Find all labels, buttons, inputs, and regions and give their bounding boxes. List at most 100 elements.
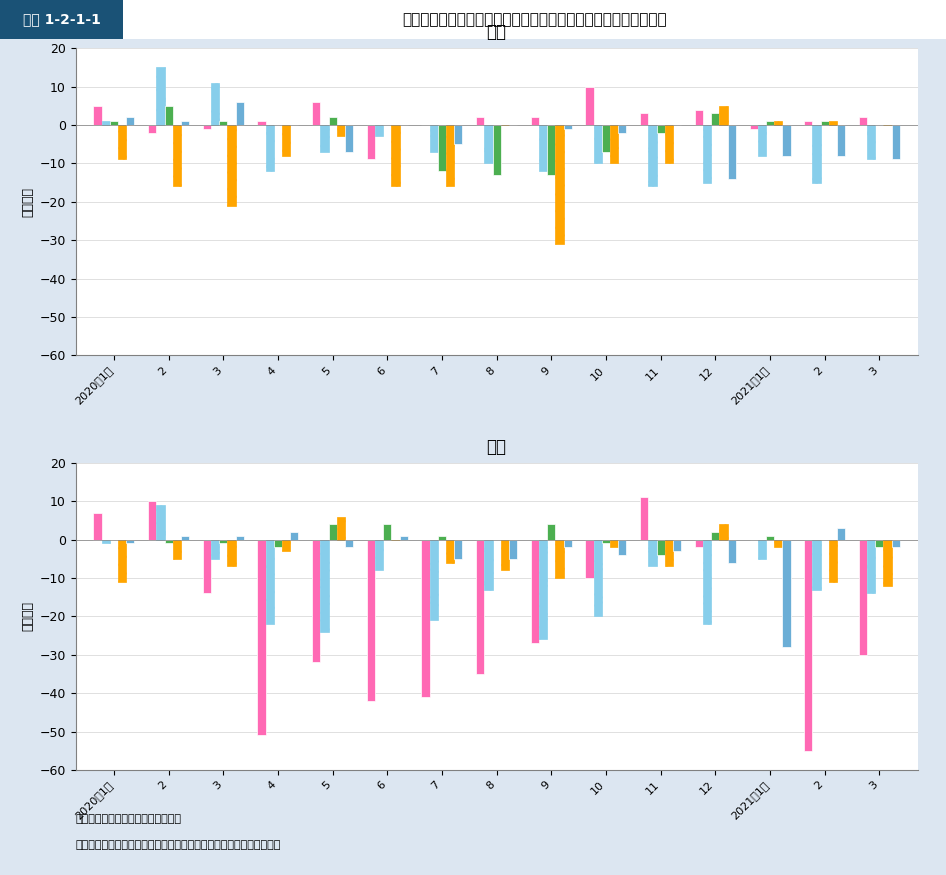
Bar	[813, 540, 820, 590]
Bar	[165, 540, 173, 543]
Text: （注）　非正規の職員・従業員のうち、「その他」は割愛している。: （注） 非正規の職員・従業員のうち、「その他」は割愛している。	[76, 840, 281, 850]
Bar	[211, 540, 219, 559]
Bar	[149, 125, 156, 133]
Bar	[555, 540, 564, 578]
Bar	[804, 121, 813, 125]
Bar	[711, 532, 720, 540]
Bar	[657, 540, 665, 555]
Bar	[447, 540, 454, 563]
Bar	[657, 125, 665, 133]
Bar	[438, 536, 447, 540]
Bar	[665, 540, 673, 566]
FancyBboxPatch shape	[0, 0, 123, 39]
Bar	[282, 540, 290, 551]
Bar	[555, 125, 564, 244]
Bar	[867, 540, 875, 593]
Bar	[321, 540, 328, 632]
Bar	[173, 540, 181, 559]
Bar	[181, 121, 189, 125]
Bar	[227, 540, 236, 566]
Bar	[720, 524, 727, 540]
Bar	[273, 540, 282, 547]
Bar	[328, 117, 337, 125]
Text: 図表 1-2-1-1: 図表 1-2-1-1	[23, 12, 100, 26]
Bar	[399, 536, 408, 540]
Bar	[181, 536, 189, 540]
Bar	[804, 540, 813, 751]
Bar	[837, 528, 845, 540]
Bar	[820, 121, 829, 125]
Bar	[531, 117, 539, 125]
Bar	[859, 540, 867, 654]
Bar	[257, 540, 266, 736]
Bar	[594, 540, 602, 616]
Bar	[602, 540, 610, 543]
Bar	[429, 540, 438, 620]
Text: 資料：総務省統計局「労働力調査」: 資料：総務省統計局「労働力調査」	[76, 814, 182, 823]
Bar	[703, 540, 711, 624]
Bar	[257, 121, 266, 125]
Bar	[539, 540, 547, 640]
Bar	[219, 121, 227, 125]
Bar	[118, 125, 126, 159]
Bar	[859, 117, 867, 125]
Bar	[892, 540, 900, 547]
Bar	[648, 540, 657, 566]
Bar	[547, 524, 555, 540]
Bar	[586, 87, 594, 125]
Bar	[610, 540, 619, 547]
Bar	[727, 540, 736, 563]
Bar	[266, 540, 273, 624]
Bar	[101, 540, 110, 543]
Bar	[774, 540, 782, 547]
Bar	[227, 125, 236, 206]
Bar	[438, 125, 447, 171]
Bar	[321, 125, 328, 151]
Bar	[337, 516, 345, 540]
Bar	[766, 121, 774, 125]
Bar	[312, 540, 321, 662]
Bar	[610, 125, 619, 164]
Bar	[375, 540, 383, 570]
Bar	[476, 117, 484, 125]
Bar	[149, 501, 156, 540]
Y-axis label: （万人）: （万人）	[21, 186, 34, 217]
Bar	[766, 536, 774, 540]
Bar	[564, 540, 571, 547]
Bar	[454, 540, 463, 559]
Bar	[564, 125, 571, 129]
Bar	[447, 125, 454, 186]
Text: 非正規雇用労働者数の増減（前年同月比）（性別、雇用形態別）: 非正規雇用労働者数の増減（前年同月比）（性別、雇用形態別）	[402, 12, 667, 27]
Bar	[640, 114, 648, 125]
Bar	[156, 67, 165, 125]
Bar	[484, 540, 493, 590]
Bar	[126, 117, 134, 125]
Y-axis label: （万人）: （万人）	[21, 601, 34, 632]
Bar	[727, 125, 736, 178]
Bar	[648, 125, 657, 186]
Bar	[173, 125, 181, 186]
Bar	[345, 125, 353, 151]
Bar	[619, 125, 626, 133]
Bar	[829, 121, 837, 125]
Bar	[282, 125, 290, 156]
Bar	[454, 125, 463, 144]
Bar	[547, 125, 555, 175]
Bar	[94, 513, 101, 540]
Bar	[312, 102, 321, 125]
Bar	[509, 540, 517, 559]
Bar	[875, 540, 884, 547]
Bar	[500, 540, 509, 570]
FancyBboxPatch shape	[123, 0, 946, 39]
Bar	[110, 121, 118, 125]
Bar	[782, 125, 791, 156]
Bar	[422, 540, 429, 697]
Bar	[126, 540, 134, 543]
Bar	[94, 106, 101, 125]
Bar	[101, 121, 110, 125]
Bar	[383, 524, 392, 540]
Bar	[337, 125, 345, 136]
Bar	[367, 540, 375, 701]
Bar	[266, 125, 273, 171]
Bar	[392, 125, 399, 186]
